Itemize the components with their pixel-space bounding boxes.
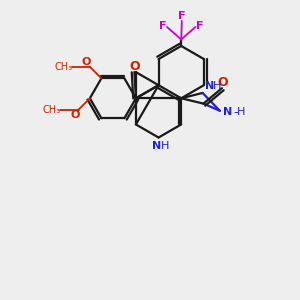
Text: O: O <box>70 110 80 120</box>
Text: F: F <box>178 11 186 21</box>
Text: H: H <box>237 107 245 117</box>
Text: CH₃: CH₃ <box>43 105 61 115</box>
Text: O: O <box>129 60 140 73</box>
Text: CH₃: CH₃ <box>54 62 72 72</box>
Text: F: F <box>159 21 166 32</box>
Text: -: - <box>233 106 238 119</box>
Text: H: H <box>213 80 221 91</box>
Text: N: N <box>205 80 214 91</box>
Text: H: H <box>161 141 169 152</box>
Text: N: N <box>152 141 162 152</box>
Text: N: N <box>223 107 232 117</box>
Text: O: O <box>82 57 91 67</box>
Text: O: O <box>217 76 228 89</box>
Text: F: F <box>196 21 204 32</box>
